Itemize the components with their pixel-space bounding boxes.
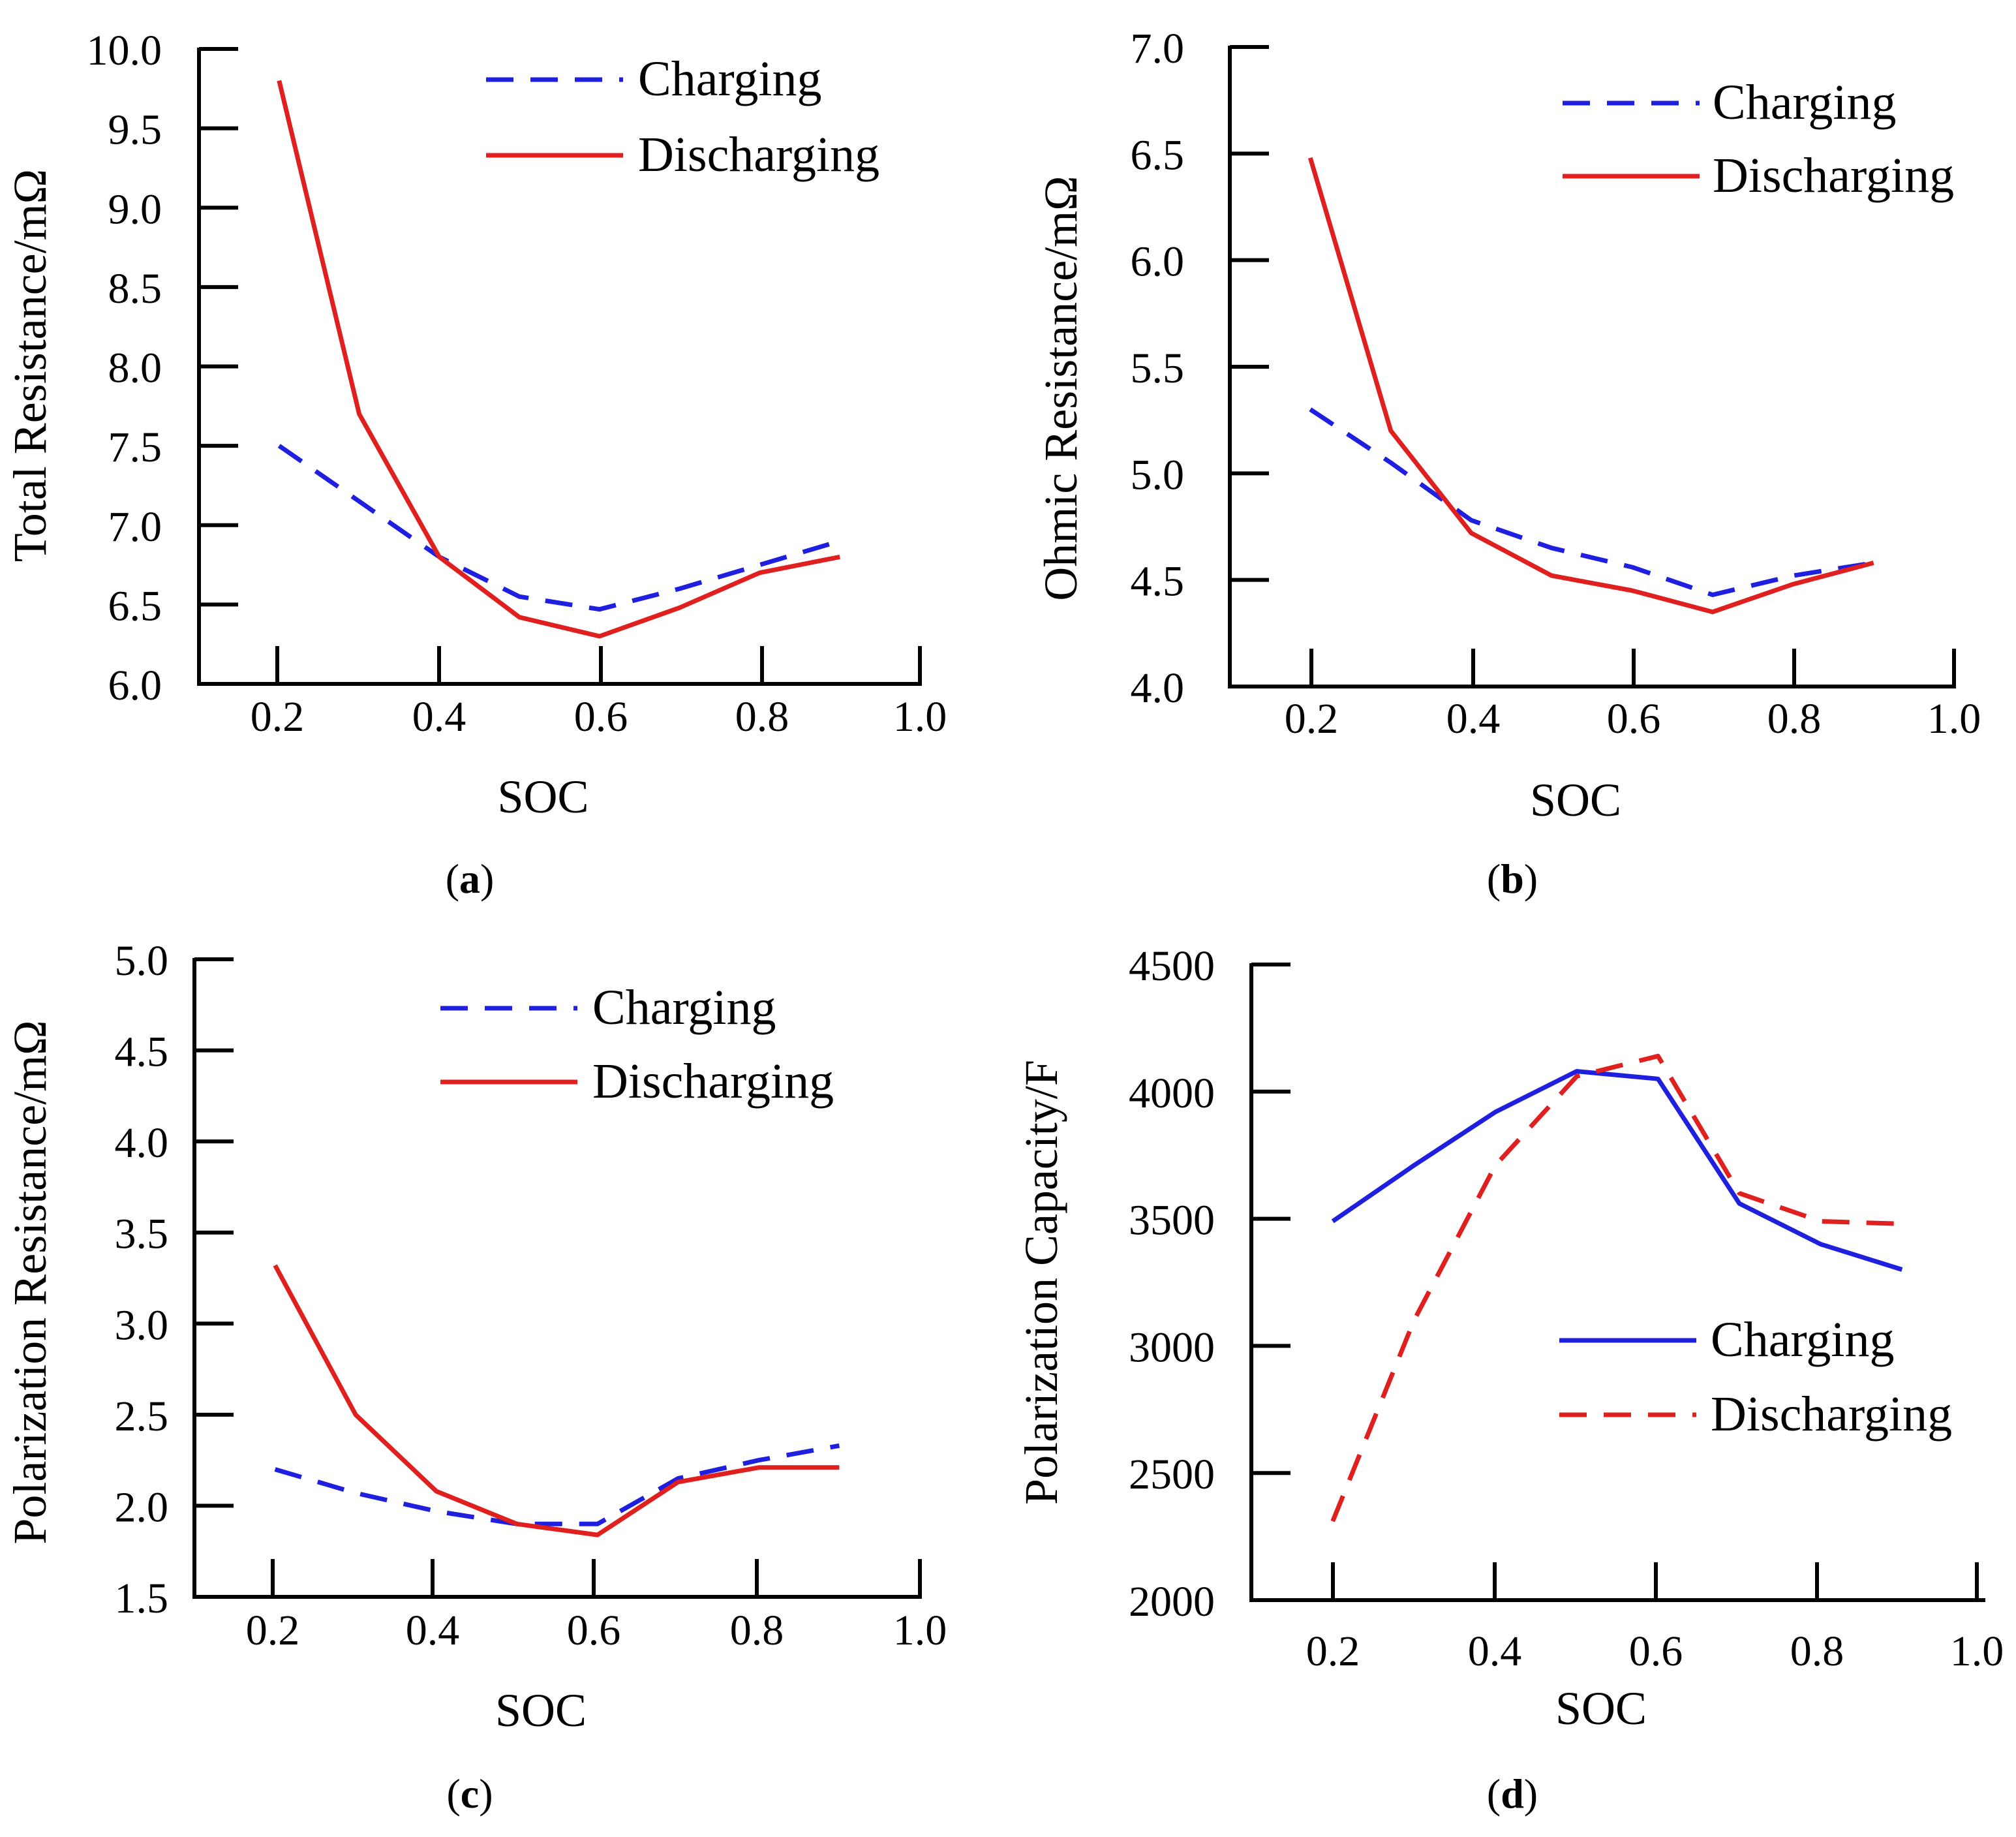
- y-axis-title: Polarization Capacity/F: [1015, 1060, 1067, 1505]
- y-tick-label: 2.0: [115, 1483, 169, 1531]
- panel-d: 2000 2500 3000 3500 4000 4500 0.2 0.4 0.6 0.8 1.0 S…: [1015, 942, 2004, 1817]
- x-tick-label: 1.0: [1950, 1628, 2004, 1675]
- x-tick-label: 0.6: [574, 693, 628, 741]
- y-tick-label: 3000: [1129, 1323, 1215, 1371]
- x-tick-label: 1.0: [1927, 695, 1981, 743]
- legend-label-discharging: Discharging: [1711, 1387, 1952, 1442]
- x-tick-label: 0.4: [406, 1607, 460, 1654]
- x-tick-label: 0.6: [1629, 1628, 1683, 1675]
- series-line-discharging: [277, 80, 840, 639]
- y-tick-label: 8.5: [108, 265, 162, 313]
- y-tick-label: 2000: [1129, 1578, 1215, 1626]
- series-line-discharging: [1307, 157, 1874, 615]
- x-tick-label: 0.8: [735, 693, 789, 741]
- x-tick-label: 0.6: [567, 1607, 621, 1654]
- x-tick-label: 0.4: [1446, 695, 1501, 743]
- x-tick-label: 0.2: [251, 693, 305, 741]
- y-tick-label: 4.0: [115, 1119, 169, 1167]
- x-axis-title: SOC: [495, 1684, 587, 1737]
- y-tick-label: 4.0: [1131, 664, 1185, 712]
- x-tick-label: 1.0: [893, 693, 947, 741]
- legend: Charging Discharging: [440, 980, 834, 1109]
- x-axis-title: SOC: [1530, 774, 1621, 826]
- legend: Charging Discharging: [1563, 75, 1954, 203]
- x-tick-label: 0.4: [412, 693, 466, 741]
- y-tick-label: 4.5: [115, 1028, 169, 1076]
- y-tick-label: 7.5: [108, 424, 162, 471]
- y-tick-label: 10.0: [87, 27, 162, 74]
- legend-label-charging: Charging: [592, 980, 776, 1035]
- y-axis-title: Ohmic Resistance/mΩ: [1035, 176, 1087, 600]
- y-axis-title: Polarization Resistance/mΩ: [4, 1020, 56, 1544]
- y-tick-label: 8.0: [108, 345, 162, 392]
- legend-label-charging: Charging: [1711, 1312, 1894, 1367]
- y-tick-label: 5.0: [1131, 451, 1185, 499]
- y-tick-label: 4500: [1129, 942, 1215, 990]
- panel-caption: (a): [446, 856, 495, 902]
- legend-label-charging: Charging: [1713, 75, 1896, 130]
- legend: Charging Discharging: [1559, 1312, 1952, 1442]
- y-tick-label: 9.5: [108, 106, 162, 154]
- y-tick-label: 7.0: [1131, 25, 1185, 72]
- legend-label-discharging: Discharging: [638, 127, 879, 182]
- y-tick-label: 4.5: [1131, 558, 1185, 606]
- y-tick-label: 1.5: [115, 1575, 169, 1622]
- x-tick-label: 0.4: [1468, 1628, 1522, 1675]
- series-line-discharging: [1330, 1053, 1902, 1522]
- panel-caption: (c): [446, 1770, 493, 1817]
- y-tick-label: 6.5: [108, 582, 162, 630]
- y-tick-label: 5.5: [1131, 345, 1185, 392]
- y-tick-label: 4000: [1129, 1070, 1215, 1117]
- x-tick-label: 0.6: [1607, 695, 1661, 743]
- y-tick-label: 2.5: [115, 1393, 169, 1440]
- y-axis-title: Total Resistance/mΩ: [4, 169, 56, 562]
- legend-label-discharging: Discharging: [592, 1054, 834, 1109]
- y-tick-label: 6.5: [1131, 131, 1185, 179]
- legend-label-charging: Charging: [638, 52, 821, 106]
- y-tick-label: 3500: [1129, 1197, 1215, 1244]
- x-tick-label: 0.2: [1285, 695, 1339, 743]
- x-axis-title: SOC: [497, 771, 588, 823]
- series-line-charging: [277, 444, 841, 612]
- x-tick-label: 0.8: [1767, 695, 1822, 743]
- y-tick-label: 7.0: [108, 503, 162, 551]
- x-axis-title: SOC: [1555, 1682, 1647, 1735]
- panel-caption: (d): [1487, 1770, 1538, 1817]
- series-line-charging: [1331, 1069, 1903, 1272]
- y-tick-label: 6.0: [1131, 238, 1185, 286]
- series-line-charging: [274, 1443, 840, 1526]
- x-tick-label: 0.2: [246, 1607, 300, 1654]
- y-tick-label: 6.0: [108, 662, 162, 709]
- legend-label-discharging: Discharging: [1713, 148, 1954, 203]
- legend: Charging Discharging: [486, 52, 879, 182]
- x-tick-label: 0.8: [730, 1607, 784, 1654]
- panel-a: 6.0 6.5 7.0 7.5 8.0 8.5 9.0 9.5 10.0 0.2 0.4 0.6 0.8…: [4, 27, 947, 902]
- panel-c: 1.5 2.0 2.5 3.0 3.5 4.0 4.5 5.0 0.2 0.4 0.6 0.8 1.0 S…: [4, 937, 947, 1817]
- y-tick-label: 2500: [1129, 1451, 1215, 1498]
- y-tick-label: 3.0: [115, 1301, 169, 1349]
- y-tick-label: 5.0: [115, 937, 169, 985]
- series-line-charging: [1309, 407, 1874, 597]
- y-tick-label: 3.5: [115, 1211, 169, 1258]
- panel-caption: (b): [1487, 856, 1538, 902]
- series-line-discharging: [273, 1264, 840, 1537]
- y-tick-label: 9.0: [108, 185, 162, 233]
- x-tick-label: 0.2: [1306, 1628, 1360, 1675]
- x-tick-label: 0.8: [1790, 1628, 1844, 1675]
- x-tick-label: 1.0: [893, 1607, 947, 1654]
- panel-b: 4.0 4.5 5.0 5.5 6.0 6.5 7.0 0.2 0.4 0.6 0.8 1.0 SOC O…: [1035, 25, 1981, 902]
